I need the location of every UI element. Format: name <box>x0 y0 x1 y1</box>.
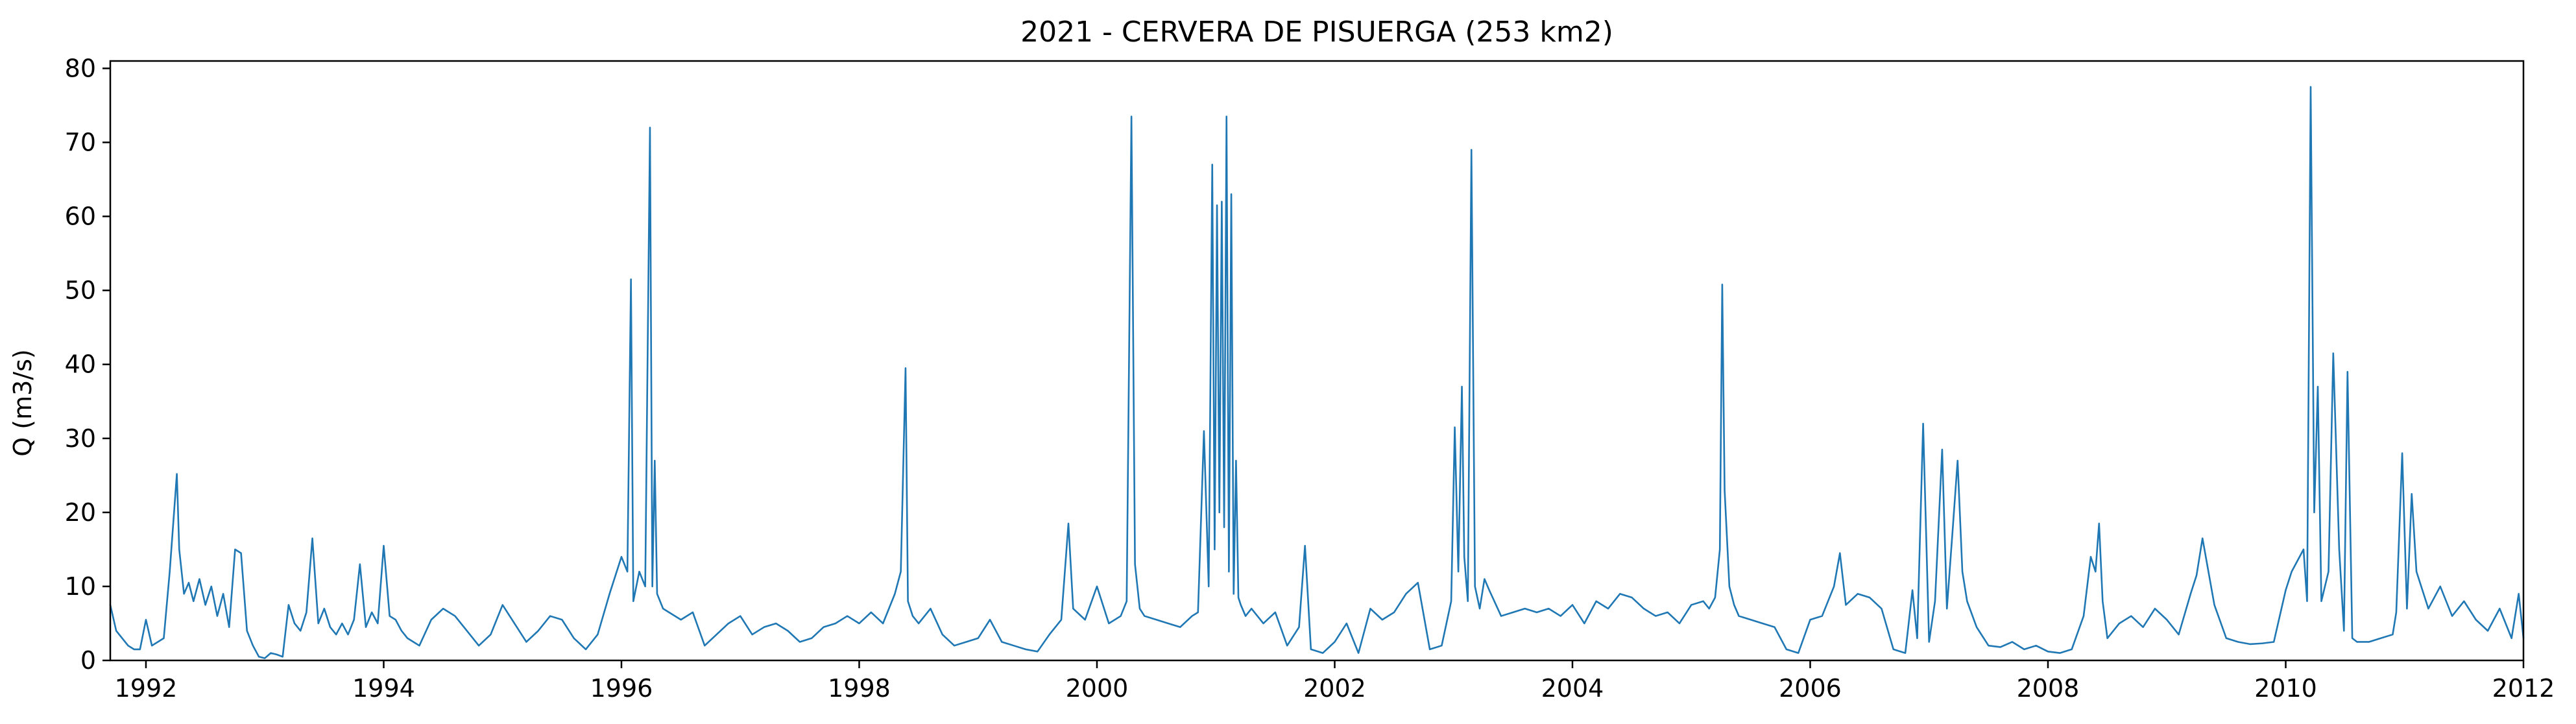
x-tick-label: 2012 <box>2492 674 2555 703</box>
x-tick-label: 2010 <box>2254 674 2317 703</box>
x-tick-label: 1996 <box>590 674 653 703</box>
x-tick-label: 2008 <box>2017 674 2080 703</box>
y-tick-label: 30 <box>65 424 96 453</box>
y-tick-label: 0 <box>80 646 96 675</box>
series-line-0 <box>109 86 2525 659</box>
x-tick-label: 2000 <box>1066 674 1129 703</box>
y-tick-label: 80 <box>65 54 96 82</box>
y-tick-label: 60 <box>65 202 96 231</box>
y-tick-label: 70 <box>65 128 96 156</box>
chart-title: 2021 - CERVERA DE PISUERGA (253 km2) <box>1020 16 1613 49</box>
x-tick-label: 2004 <box>1541 674 1604 703</box>
y-tick-label: 20 <box>65 498 96 527</box>
y-tick-label: 10 <box>65 572 96 601</box>
y-axis: 0 10 20 30 40 50 60 70 80 <box>65 54 110 675</box>
series-layer <box>109 86 2525 659</box>
y-tick-label: 40 <box>65 350 96 379</box>
y-tick-label: 50 <box>65 276 96 305</box>
x-tick-label: 1994 <box>352 674 415 703</box>
x-tick-label: 1998 <box>828 674 891 703</box>
y-axis-label: Q (m3/s) <box>8 349 37 456</box>
plot-frame <box>109 60 2525 662</box>
x-axis: 1992 1994 1996 1998 2000 2002 2004 2006 2008 2010… <box>115 660 2555 703</box>
x-tick-label: 2006 <box>1779 674 1842 703</box>
x-tick-label: 1992 <box>115 674 178 703</box>
x-tick-label: 2002 <box>1303 674 1366 703</box>
y-axis-label-group: Q (m3/s) <box>8 349 37 456</box>
